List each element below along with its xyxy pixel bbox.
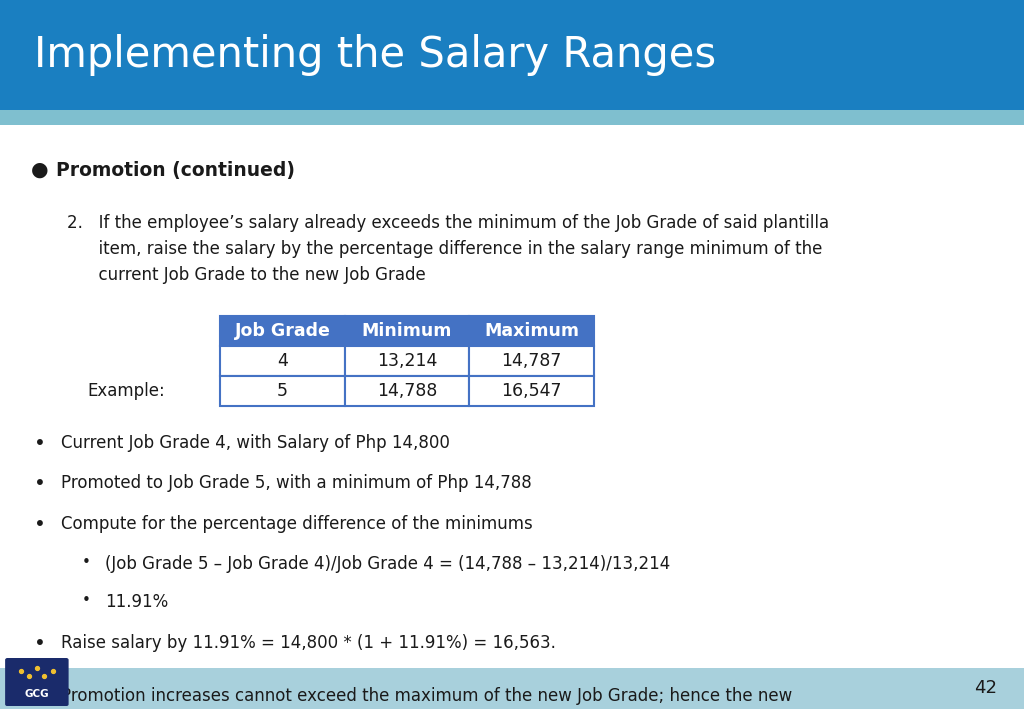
Text: 42: 42 — [975, 679, 997, 698]
Text: •: • — [34, 634, 46, 653]
FancyBboxPatch shape — [0, 668, 1024, 709]
Text: (Job Grade 5 – Job Grade 4)/Job Grade 4 = (14,788 – 13,214)/13,214: (Job Grade 5 – Job Grade 4)/Job Grade 4 … — [105, 555, 671, 573]
Text: Promotion increases cannot exceed the maximum of the new Job Grade; hence the ne: Promotion increases cannot exceed the ma… — [61, 687, 793, 709]
Text: •: • — [34, 687, 46, 706]
Text: Compute for the percentage difference of the minimums: Compute for the percentage difference of… — [61, 515, 534, 532]
Text: •: • — [34, 474, 46, 493]
Text: •: • — [82, 593, 91, 608]
Text: Raise salary by 11.91% = 14,800 * (1 + 11.91%) = 16,563.: Raise salary by 11.91% = 14,800 * (1 + 1… — [61, 634, 556, 652]
Text: •: • — [34, 515, 46, 534]
Text: GCG: GCG — [25, 689, 49, 699]
FancyBboxPatch shape — [0, 0, 1024, 110]
Text: Promotion (continued): Promotion (continued) — [56, 161, 295, 180]
Text: Promoted to Job Grade 5, with a minimum of Php 14,788: Promoted to Job Grade 5, with a minimum … — [61, 474, 532, 492]
Text: •: • — [82, 555, 91, 570]
Text: 11.91%: 11.91% — [105, 593, 169, 610]
FancyBboxPatch shape — [5, 658, 69, 706]
Text: Implementing the Salary Ranges: Implementing the Salary Ranges — [34, 34, 716, 76]
Text: Current Job Grade 4, with Salary of Php 14,800: Current Job Grade 4, with Salary of Php … — [61, 434, 451, 452]
Text: ●: ● — [31, 161, 48, 180]
FancyBboxPatch shape — [0, 125, 1024, 668]
Text: 2.   If the employee’s salary already exceeds the minimum of the Job Grade of sa: 2. If the employee’s salary already exce… — [67, 214, 828, 284]
FancyBboxPatch shape — [0, 110, 1024, 125]
Text: Example:: Example: — [87, 382, 165, 401]
Text: •: • — [34, 434, 46, 453]
